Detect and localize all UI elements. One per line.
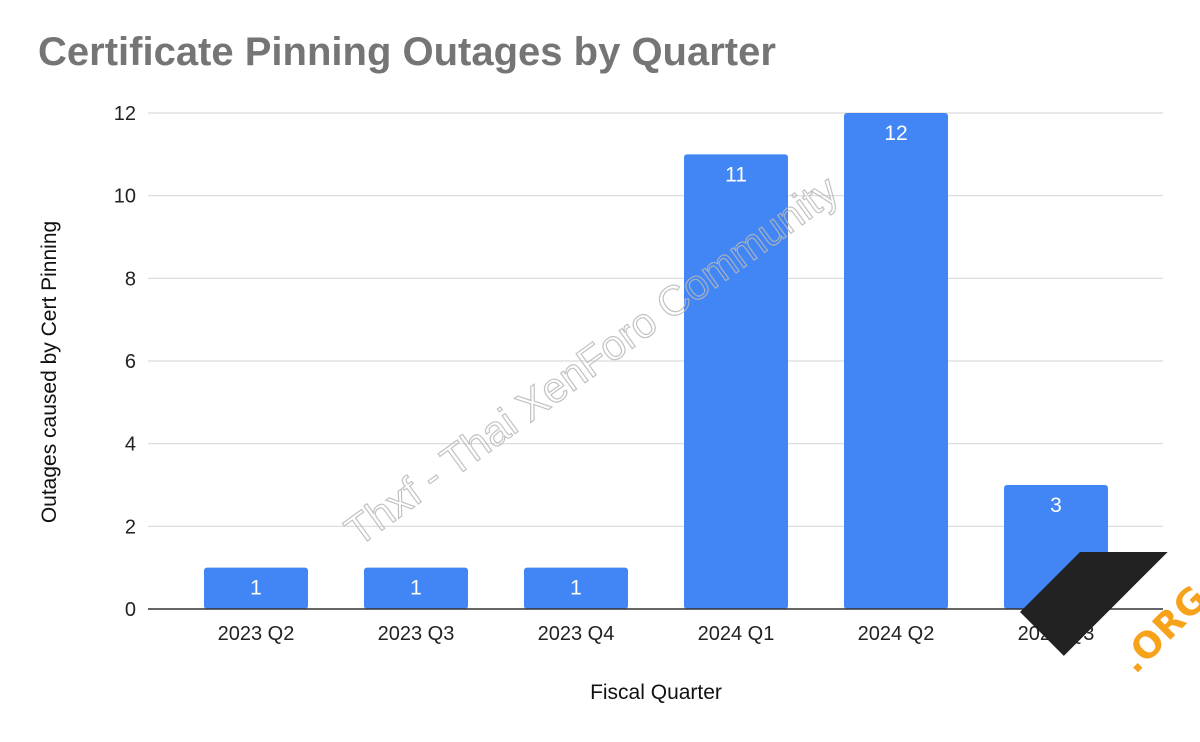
y-tick-label: 0 (125, 599, 136, 621)
bar-value-label: 11 (725, 163, 747, 186)
y-tick-label: 2 (125, 516, 136, 538)
x-axis-title: Fiscal Quarter (590, 681, 722, 704)
x-tick-label: 2024 Q3 (1018, 623, 1095, 645)
x-tick-label: 2024 Q1 (698, 623, 775, 645)
x-tick-label: 2024 Q2 (858, 623, 935, 645)
bar-value-label: 12 (884, 122, 907, 145)
x-tick-label: 2023 Q4 (538, 623, 615, 645)
bar-value-label: 1 (570, 577, 582, 600)
y-tick-label: 8 (125, 268, 136, 290)
x-tick-label: 2023 Q2 (218, 623, 295, 645)
bar (844, 113, 948, 609)
bar (524, 567, 628, 609)
x-tick-label: 2023 Q3 (378, 623, 455, 645)
chart-title: Certificate Pinning Outages by Quarter (38, 30, 776, 74)
x-axis-ticks: 2023 Q2 2023 Q3 2023 Q4 2024 Q1 2024 Q2 2024 … (218, 623, 1095, 645)
bar-value-label: 1 (250, 577, 262, 600)
bar-value-label: 1 (410, 577, 422, 600)
bar (204, 567, 308, 609)
y-axis-ticks: 0 2 4 6 8 10 12 (114, 103, 136, 621)
y-tick-label: 4 (125, 434, 136, 456)
bar (364, 567, 468, 609)
bar-value-label: 3 (1050, 494, 1062, 517)
bar (684, 154, 788, 610)
gridlines (148, 112, 1163, 527)
y-tick-label: 10 (114, 186, 136, 208)
y-tick-label: 12 (114, 103, 136, 125)
y-axis-title: Outages caused by Cert Pinning (38, 221, 61, 523)
y-tick-label: 6 (125, 351, 136, 373)
bars (204, 113, 1108, 610)
